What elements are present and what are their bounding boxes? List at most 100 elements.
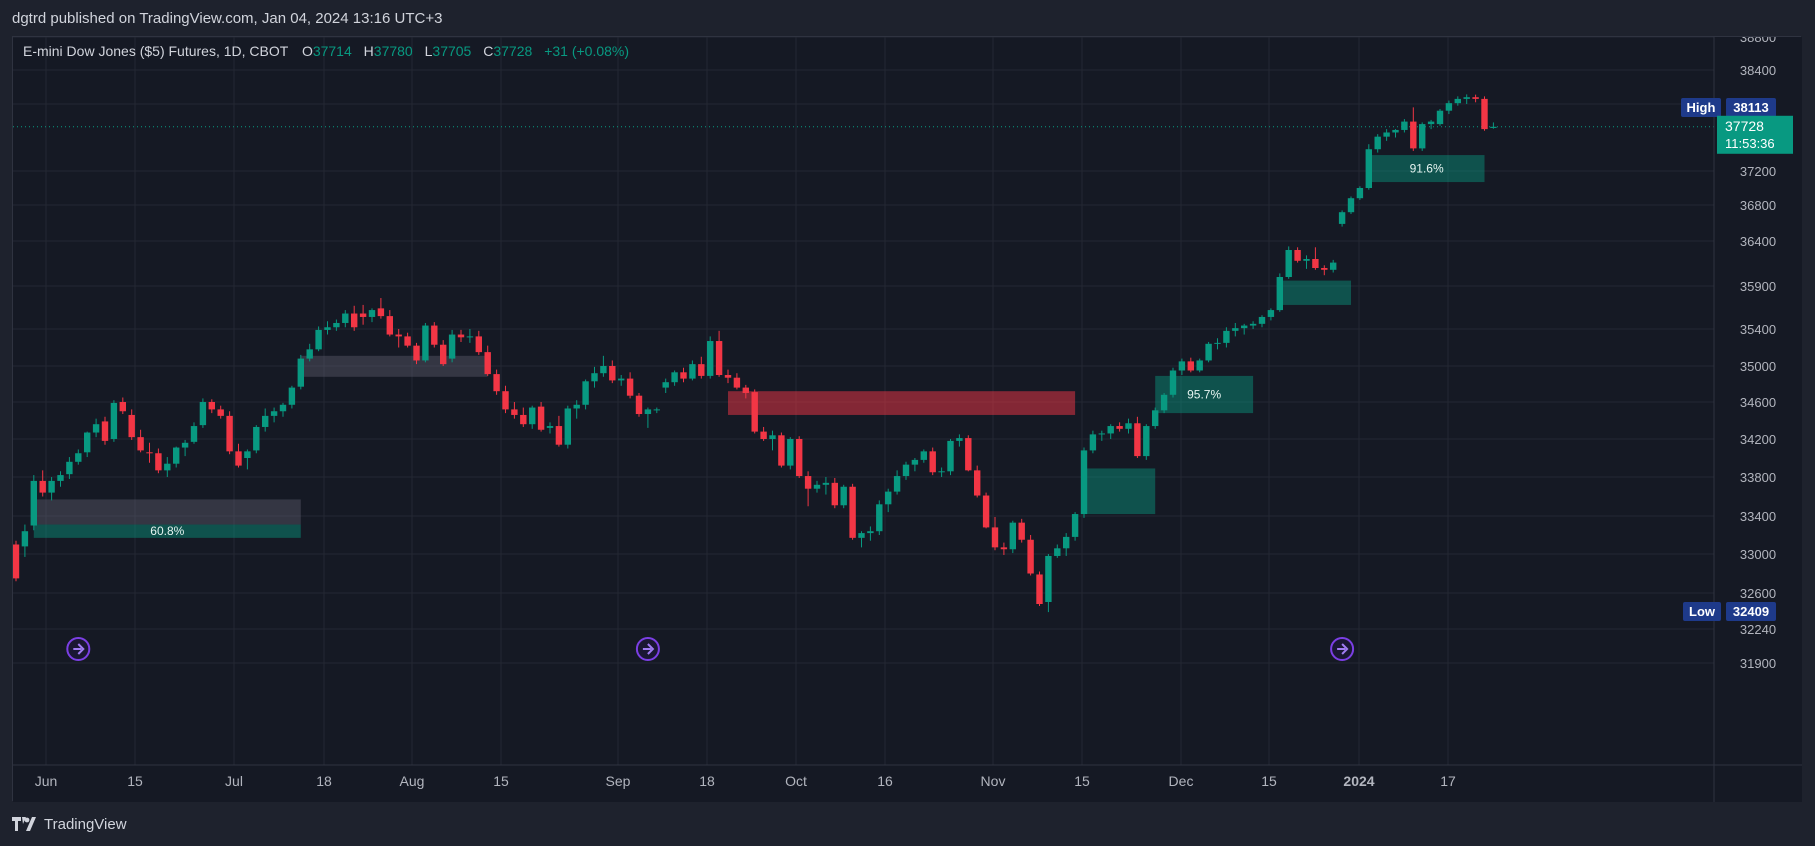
candle xyxy=(938,467,945,477)
candle xyxy=(119,397,126,415)
chart-panel[interactable]: 60.8%95.7%91.6% 388003840038000372003680… xyxy=(12,36,1802,802)
candle xyxy=(1285,246,1292,279)
time-tick-label: 18 xyxy=(316,773,332,789)
candle xyxy=(1481,96,1488,131)
candle xyxy=(813,480,821,493)
candle xyxy=(1223,327,1230,348)
candle xyxy=(804,471,812,507)
high-label-text: High xyxy=(1687,100,1716,115)
candle xyxy=(680,367,687,383)
plot-background xyxy=(13,37,1802,802)
time-axis[interactable]: Jun 15 Jul 18 Aug 15 Sep 18 Oct 16 Nov 15 Dec 15 2024 1… xyxy=(35,773,1456,789)
candle xyxy=(1036,571,1043,606)
candle xyxy=(626,372,634,399)
candle xyxy=(947,439,954,476)
candle xyxy=(448,329,456,363)
candle xyxy=(974,465,981,498)
time-tick-label: Jun xyxy=(35,773,58,789)
candle xyxy=(359,304,367,325)
candle xyxy=(1178,358,1186,375)
price-tick-label: 37200 xyxy=(1740,164,1776,179)
candle xyxy=(1392,129,1399,138)
candles xyxy=(13,94,1497,613)
legend-high: 37780 xyxy=(374,43,413,59)
time-tick-label: Jul xyxy=(225,773,243,789)
high-label: High 38113 xyxy=(1681,98,1776,117)
price-chart[interactable]: 60.8%95.7%91.6% 388003840038000372003680… xyxy=(13,37,1802,802)
brand-name: TradingView xyxy=(44,815,127,833)
candle xyxy=(84,431,91,458)
candle xyxy=(324,321,331,335)
candle xyxy=(858,531,865,548)
candle xyxy=(1410,107,1417,151)
candle xyxy=(662,378,669,393)
candle xyxy=(1214,338,1221,350)
legend-c-label: C xyxy=(483,43,493,59)
candle xyxy=(1098,430,1105,441)
dividend-event-icon[interactable] xyxy=(66,637,91,661)
candle xyxy=(137,429,144,453)
candle xyxy=(1490,122,1497,129)
candle xyxy=(893,470,901,495)
dividend-event-icon[interactable] xyxy=(635,637,660,661)
candle xyxy=(671,370,678,386)
candle xyxy=(404,332,411,348)
chart-legend: E-mini Dow Jones ($5) Futures, 1D, CBOT … xyxy=(23,43,629,59)
time-tick-label: Sep xyxy=(606,773,631,789)
dividend-event-icon[interactable] xyxy=(1330,637,1355,661)
candle xyxy=(1045,554,1052,613)
candle xyxy=(208,399,215,414)
time-tick-label: Oct xyxy=(785,773,807,789)
time-tick-label: 15 xyxy=(493,773,509,789)
candle xyxy=(920,449,927,463)
event-markers[interactable] xyxy=(66,637,1355,661)
candle xyxy=(618,375,625,386)
candle xyxy=(902,461,910,480)
candle xyxy=(1472,94,1479,103)
candle xyxy=(644,407,652,428)
candle xyxy=(849,483,856,540)
candle xyxy=(431,322,438,348)
candle xyxy=(164,457,171,477)
candle xyxy=(982,492,990,529)
candle xyxy=(1401,119,1408,133)
candle xyxy=(457,329,465,342)
candle xyxy=(991,516,999,551)
candle xyxy=(1089,430,1097,454)
candle xyxy=(573,400,580,419)
candle xyxy=(1303,255,1310,269)
candle xyxy=(867,526,874,541)
candle xyxy=(244,449,251,470)
footer-brand[interactable]: TradingView xyxy=(12,812,127,836)
zone-label: 60.8% xyxy=(150,524,184,538)
candle xyxy=(1187,357,1194,373)
candle xyxy=(1107,424,1114,439)
time-tick-label: 16 xyxy=(877,773,893,789)
candle xyxy=(760,426,767,441)
time-tick-label: 18 xyxy=(699,773,715,789)
publish-info: dgtrd published on TradingView.com, Jan … xyxy=(12,10,443,27)
bar-countdown: 11:53:36 xyxy=(1725,136,1775,151)
candle xyxy=(315,326,322,352)
candle xyxy=(484,345,491,376)
legend-l-label: L xyxy=(425,43,433,59)
time-tick-label: Nov xyxy=(981,773,1006,789)
candle xyxy=(1143,424,1150,460)
legend-close: 37728 xyxy=(493,43,532,59)
candle xyxy=(546,422,554,434)
price-tick-label: 34600 xyxy=(1740,395,1776,410)
candle xyxy=(520,407,527,427)
candle xyxy=(715,330,723,377)
candle xyxy=(751,389,758,434)
candle xyxy=(48,477,55,501)
candle xyxy=(1454,96,1461,106)
candle xyxy=(796,436,803,478)
candle xyxy=(537,402,545,432)
candle xyxy=(279,402,287,417)
low-label: Low 32409 xyxy=(1683,602,1776,621)
candle xyxy=(965,435,972,472)
candle xyxy=(413,342,420,365)
candle xyxy=(529,405,536,429)
candle xyxy=(146,442,153,463)
candle xyxy=(128,409,135,440)
